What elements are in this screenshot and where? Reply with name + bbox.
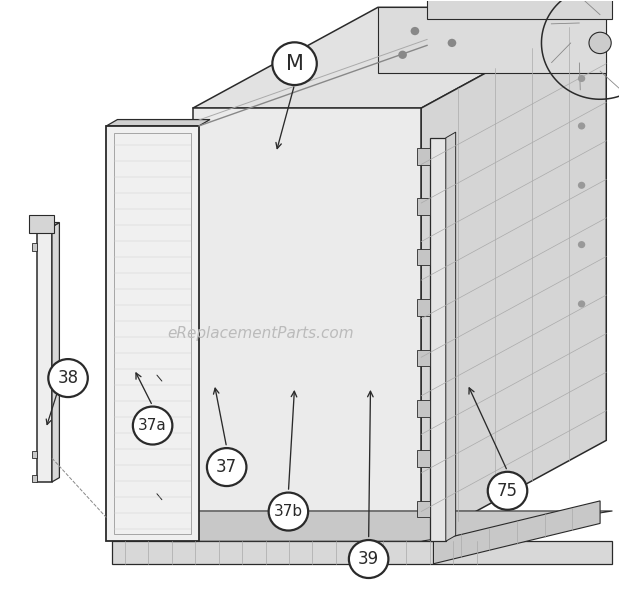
Circle shape: [48, 359, 88, 397]
Circle shape: [410, 27, 419, 35]
Polygon shape: [29, 215, 55, 233]
Polygon shape: [37, 222, 60, 227]
Polygon shape: [433, 501, 600, 564]
Circle shape: [488, 472, 527, 510]
Text: M: M: [286, 54, 304, 74]
Polygon shape: [417, 249, 430, 265]
Text: 75: 75: [497, 482, 518, 500]
Polygon shape: [162, 429, 179, 452]
Polygon shape: [417, 198, 430, 215]
Circle shape: [448, 39, 456, 47]
Polygon shape: [417, 299, 430, 316]
Polygon shape: [417, 148, 430, 164]
Circle shape: [578, 182, 585, 189]
Text: 37: 37: [216, 458, 237, 476]
Polygon shape: [446, 132, 456, 541]
Circle shape: [578, 241, 585, 248]
Polygon shape: [421, 7, 606, 541]
Polygon shape: [417, 400, 430, 417]
Polygon shape: [417, 350, 430, 366]
Circle shape: [272, 42, 317, 85]
Polygon shape: [32, 451, 37, 458]
Circle shape: [398, 51, 407, 59]
Polygon shape: [427, 0, 613, 19]
Polygon shape: [417, 451, 430, 467]
Polygon shape: [378, 7, 606, 73]
Circle shape: [133, 406, 172, 445]
Text: 39: 39: [358, 550, 379, 568]
Polygon shape: [417, 501, 430, 517]
Circle shape: [207, 448, 246, 486]
Polygon shape: [52, 222, 60, 482]
Polygon shape: [112, 511, 613, 541]
Polygon shape: [171, 502, 196, 541]
Polygon shape: [430, 138, 446, 541]
Polygon shape: [32, 475, 37, 482]
Polygon shape: [162, 369, 179, 393]
Polygon shape: [112, 541, 613, 564]
Polygon shape: [162, 488, 179, 511]
Polygon shape: [32, 243, 37, 250]
Circle shape: [578, 300, 585, 308]
Text: 37b: 37b: [274, 504, 303, 519]
Text: 38: 38: [58, 369, 79, 387]
Text: 37a: 37a: [138, 418, 167, 433]
Polygon shape: [106, 120, 210, 126]
Circle shape: [349, 540, 388, 578]
Text: eReplacementParts.com: eReplacementParts.com: [167, 326, 354, 341]
Polygon shape: [106, 126, 199, 541]
Polygon shape: [193, 7, 606, 108]
Polygon shape: [193, 108, 421, 541]
Circle shape: [578, 75, 585, 82]
Circle shape: [578, 122, 585, 129]
Polygon shape: [37, 227, 52, 482]
Circle shape: [589, 32, 611, 54]
Circle shape: [268, 492, 308, 530]
